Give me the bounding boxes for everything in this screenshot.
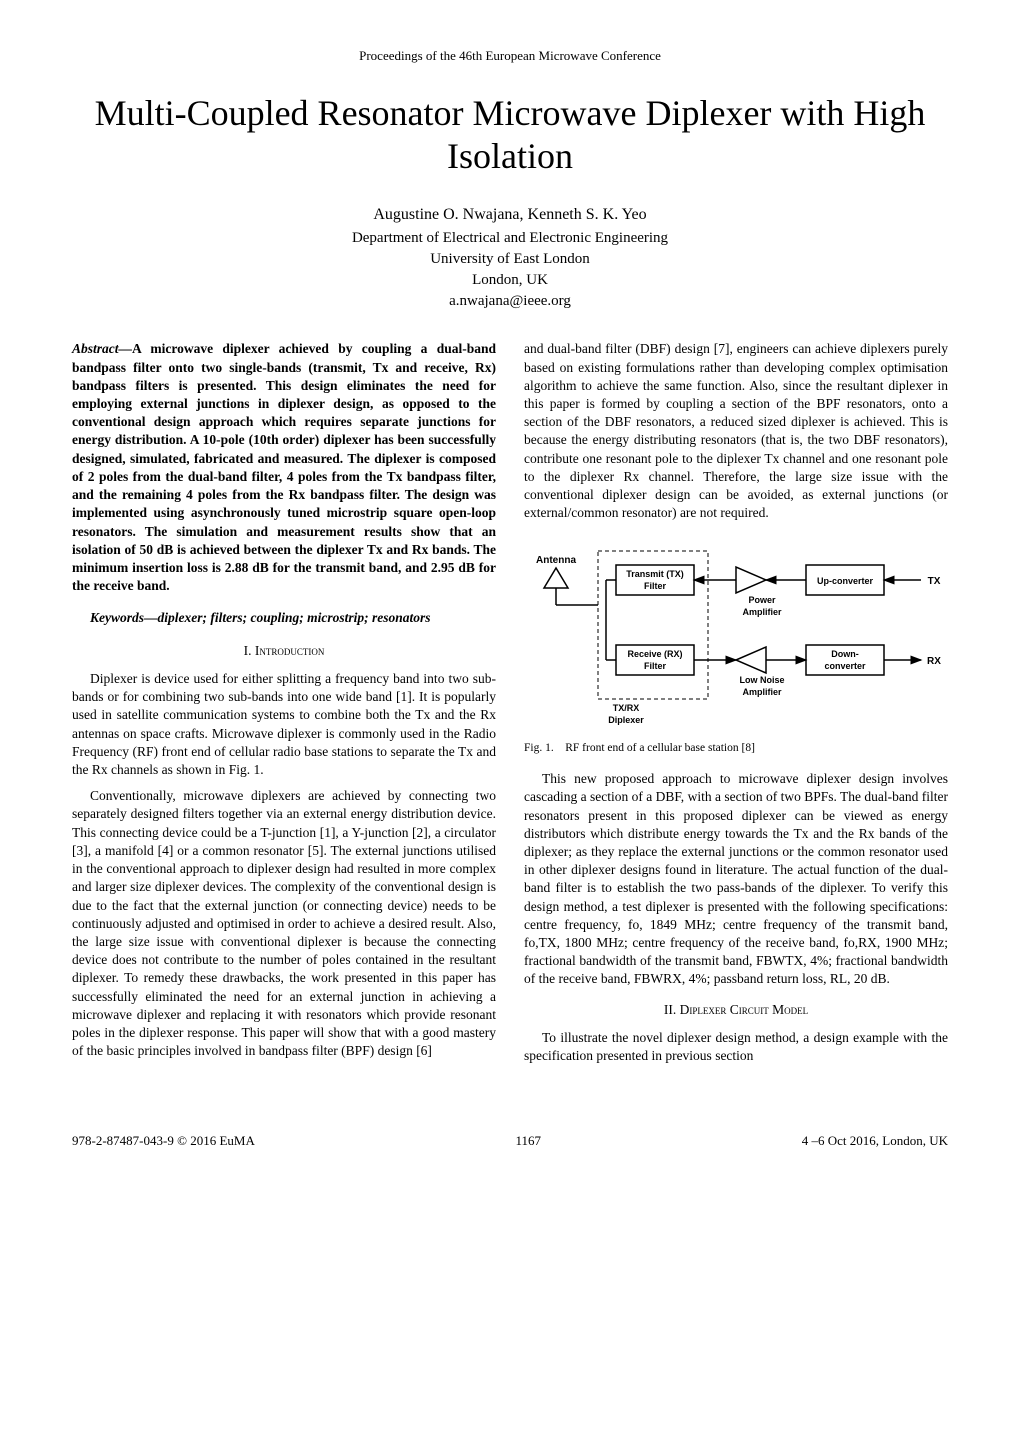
abstract: Abstract—A microwave diplexer achieved b…: [72, 340, 496, 595]
footer-left: 978-2-87487-043-9 © 2016 EuMA: [72, 1133, 255, 1149]
paper-title: Multi-Coupled Resonator Microwave Diplex…: [72, 92, 948, 178]
affil-email: a.nwajana@ieee.org: [449, 293, 571, 309]
downconv-l1: Down-: [831, 649, 859, 659]
right-column: and dual-band filter (DBF) design [7], e…: [524, 340, 948, 1073]
body-columns: Abstract—A microwave diplexer achieved b…: [72, 340, 948, 1073]
footer-center: 1167: [516, 1133, 542, 1149]
pa-l2: Amplifier: [742, 607, 782, 617]
downconv-l2: converter: [824, 661, 866, 671]
lna-l2: Amplifier: [742, 687, 782, 697]
antenna-label: Antenna: [536, 555, 576, 566]
lna-l1: Low Noise: [739, 675, 784, 685]
intro-para-1: Diplexer is device used for either split…: [72, 670, 496, 779]
rx-filter-l2: Filter: [644, 661, 667, 671]
figure-1-caption: Fig. 1. RF front end of a cellular base …: [524, 741, 948, 757]
proceedings-header: Proceedings of the 46th European Microwa…: [72, 48, 948, 64]
sec2-para-1: To illustrate the novel diplexer design …: [524, 1029, 948, 1065]
left-column: Abstract—A microwave diplexer achieved b…: [72, 340, 496, 1073]
intro-para-2: Conventionally, microwave diplexers are …: [72, 787, 496, 1060]
rx-label: RX: [927, 656, 941, 667]
section1-heading: I. Introduction: [72, 642, 496, 660]
pa-l1: Power: [748, 595, 776, 605]
diplexer-l2: Diplexer: [608, 715, 644, 725]
power-amp-icon: [736, 567, 766, 593]
rx-filter-l1: Receive (RX): [627, 649, 682, 659]
diplexer-l1: TX/RX: [613, 703, 640, 713]
tx-label: TX: [928, 576, 941, 587]
right-para-2: This new proposed approach to microwave …: [524, 770, 948, 989]
lna-icon: [736, 647, 766, 673]
footer-right: 4 –6 Oct 2016, London, UK: [802, 1133, 948, 1149]
antenna-icon: [544, 568, 568, 588]
section2-heading: II. Diplexer Circuit Model: [524, 1001, 948, 1019]
right-para-1: and dual-band filter (DBF) design [7], e…: [524, 340, 948, 522]
affil-line1: Department of Electrical and Electronic …: [352, 230, 668, 246]
figure-1-svg: Antenna Transmit (TX) Filter Receive (RX…: [526, 533, 946, 733]
affil-line3: London, UK: [472, 272, 548, 288]
tx-filter-l1: Transmit (TX): [626, 569, 684, 579]
fig1-caption-text: RF front end of a cellular base station …: [565, 742, 755, 754]
upconv-label: Up-converter: [817, 576, 874, 586]
fig1-caption-label: Fig. 1.: [524, 742, 554, 754]
authors: Augustine O. Nwajana, Kenneth S. K. Yeo: [72, 206, 948, 224]
affiliation: Department of Electrical and Electronic …: [72, 228, 948, 312]
abstract-label: Abstract—: [72, 341, 132, 356]
tx-filter-l2: Filter: [644, 581, 667, 591]
figure-1: Antenna Transmit (TX) Filter Receive (RX…: [524, 533, 948, 733]
affil-line2: University of East London: [430, 251, 590, 267]
keywords: Keywords—diplexer; filters; coupling; mi…: [72, 609, 496, 627]
page-footer: 978-2-87487-043-9 © 2016 EuMA 1167 4 –6 …: [72, 1133, 948, 1149]
abstract-text: A microwave diplexer achieved by couplin…: [72, 341, 496, 593]
